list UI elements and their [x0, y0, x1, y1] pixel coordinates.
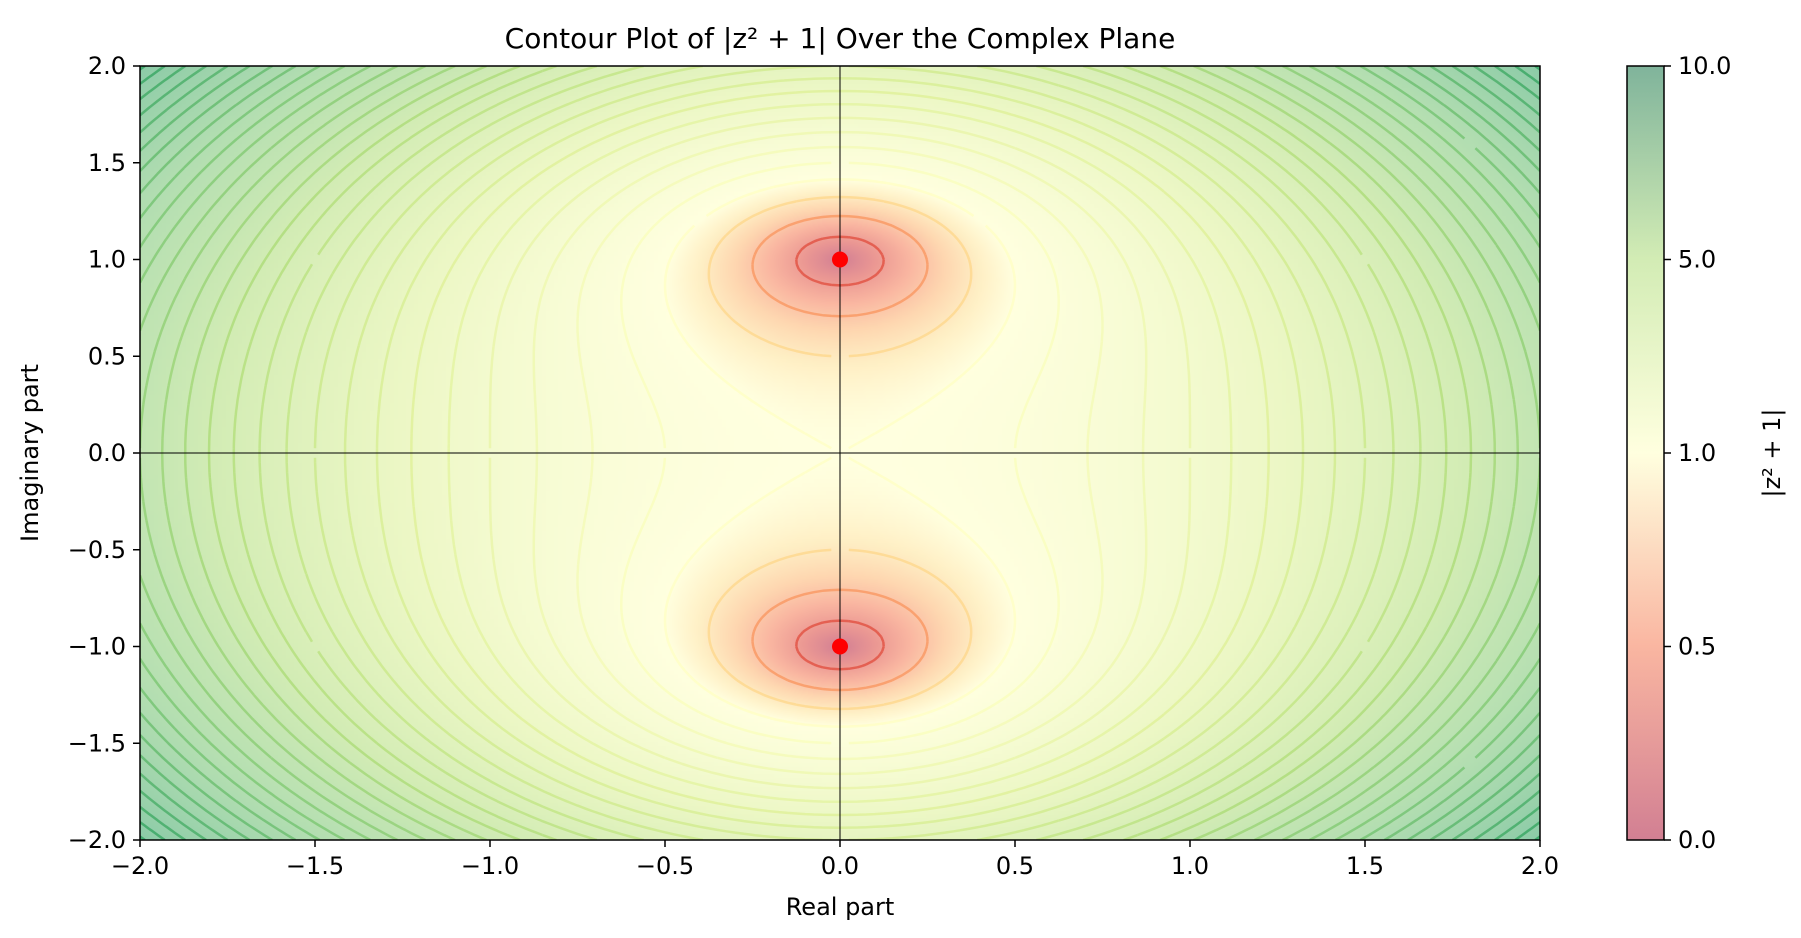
y-tick-label: −1.5 [68, 729, 126, 757]
contour-level-line [140, 66, 1540, 840]
contour-level-line [576, 145, 1104, 761]
contour-level-line [183, 66, 1497, 840]
contour-level-line [140, 66, 1540, 840]
contour-level-line [140, 66, 1540, 840]
x-axis: −2.0 −1.5 −1.0 −0.5 0.0 0.5 1.0 1.5 2.0 [111, 840, 1559, 880]
contour-level-line [140, 66, 1540, 840]
contour-level-line [707, 195, 973, 711]
x-tick-label: 0.5 [996, 852, 1034, 880]
y-tick-label: −0.5 [68, 536, 126, 564]
contour-level-line [140, 66, 1540, 840]
y-axis-label: Imaginary part [16, 364, 44, 542]
x-axis-label: Real part [786, 893, 895, 921]
contour-level-line [795, 235, 885, 671]
contour-level-line [140, 66, 1540, 840]
contour-level-line [207, 66, 1473, 840]
contour-level-line [751, 214, 929, 692]
y-tick-label: 0.0 [88, 439, 126, 467]
contour-level-line [140, 66, 1540, 840]
contour-level-line [663, 178, 1017, 728]
zero-markers [832, 251, 848, 655]
x-tick-label: −0.5 [636, 852, 694, 880]
y-tick-label: 0.5 [88, 342, 126, 370]
colorbar-tick-label: 5.0 [1678, 246, 1716, 274]
colorbar-tick-label: 10.0 [1678, 52, 1731, 80]
x-tick-label: 1.5 [1346, 852, 1384, 880]
contour-level-line [140, 66, 1540, 840]
contour-level-line [375, 77, 1305, 829]
x-tick-label: −1.5 [286, 852, 344, 880]
y-axis: −2.0 −1.5 −1.0 −0.5 0.0 0.5 1.0 1.5 2.0 [68, 52, 140, 854]
contour-level-line [285, 66, 1395, 840]
colorbar-ticks: 0.0 0.5 1.0 5.0 10.0 [1664, 52, 1731, 854]
plot-area [139, 65, 1541, 841]
y-tick-label: 1.5 [88, 149, 126, 177]
x-tick-label: 2.0 [1521, 852, 1559, 880]
y-tick-label: 2.0 [88, 52, 126, 80]
y-tick-label: 1.0 [88, 246, 126, 274]
colorbar-label: |z² + 1| [1758, 408, 1786, 497]
colorbar-tick-label: 0.5 [1678, 633, 1716, 661]
x-tick-label: 0.0 [821, 852, 859, 880]
x-tick-label: −2.0 [111, 852, 169, 880]
contour-level-line [258, 66, 1422, 840]
chart-title: Contour Plot of |z² + 1| Over the Comple… [505, 22, 1176, 55]
contour-level-line [140, 66, 1540, 840]
contour-level-line [488, 116, 1192, 790]
contour-level-line [532, 130, 1148, 776]
x-tick-label: −1.0 [461, 852, 519, 880]
contour-level-line [232, 66, 1448, 840]
colorbar: 0.0 0.5 1.0 5.0 10.0 |z² + 1| [1626, 52, 1786, 854]
contour-level-line [620, 161, 1060, 745]
contour-level-line [313, 66, 1367, 840]
contour-level-line [140, 66, 1540, 840]
contour-level-line [140, 66, 1540, 840]
contour-level-line [140, 66, 1540, 840]
zero-marker [832, 251, 848, 268]
contour-level-line [140, 66, 1540, 840]
colorbar-gradient [1626, 65, 1665, 841]
contour-level-line [410, 89, 1270, 817]
y-tick-label: −2.0 [68, 826, 126, 854]
contour-level-line [447, 102, 1233, 804]
contour-level-line [160, 66, 1520, 840]
contour-lines [140, 66, 1540, 840]
x-tick-label: 1.0 [1171, 852, 1209, 880]
contour-level-line [343, 66, 1337, 840]
colorbar-tick-label: 1.0 [1678, 439, 1716, 467]
y-tick-label: −1.0 [68, 633, 126, 661]
zero-marker [832, 638, 848, 655]
colorbar-tick-label: 0.0 [1678, 826, 1716, 854]
